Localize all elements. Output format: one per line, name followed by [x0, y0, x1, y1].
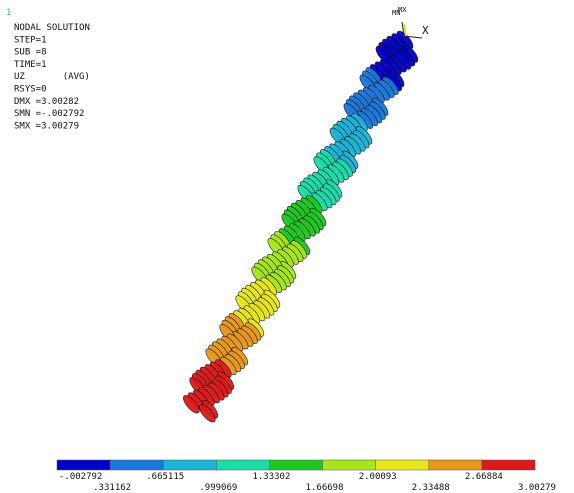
legend-label: 2.33488 [412, 483, 450, 493]
legend-swatch [269, 460, 322, 470]
legend-label: .999069 [199, 483, 237, 493]
ansys-viewport: 1 NODAL SOLUTION STEP=1 SUB =8 TIME=1 UZ (AV… [0, 0, 574, 493]
info-line: SMX =3.00279 [14, 121, 79, 131]
info-line: SUB =8 [14, 48, 47, 58]
legend-label: 1.33302 [252, 472, 290, 482]
legend-swatch [216, 460, 269, 470]
legend-label: -.002792 [59, 472, 102, 482]
info-line: NODAL SOLUTION [14, 23, 90, 33]
window-number: 1 [6, 8, 11, 18]
legend-swatch [376, 460, 429, 470]
legend-swatch [429, 460, 482, 470]
legend-label: 2.66884 [465, 472, 503, 482]
legend-swatch [323, 460, 376, 470]
info-line: DMX =3.00282 [14, 97, 79, 107]
triad-mx: MX [398, 6, 407, 14]
info-line: SMN =-.002792 [14, 109, 84, 119]
legend-label: .665115 [146, 472, 184, 482]
legend-swatch [482, 460, 535, 470]
info-line: RSYS=0 [14, 85, 47, 95]
legend-label: 2.00093 [359, 472, 397, 482]
info-line: STEP=1 [14, 35, 47, 45]
legend-swatch [110, 460, 163, 470]
info-line: TIME=1 [14, 60, 47, 70]
info-line: UZ (AVG) [14, 72, 90, 82]
legend-label: 1.66698 [306, 483, 344, 493]
legend-label: .331162 [93, 483, 131, 493]
triad-x: X [422, 24, 429, 37]
legend-swatch [57, 460, 110, 470]
legend-label: 3.00279 [518, 483, 556, 493]
legend-swatch [163, 460, 216, 470]
